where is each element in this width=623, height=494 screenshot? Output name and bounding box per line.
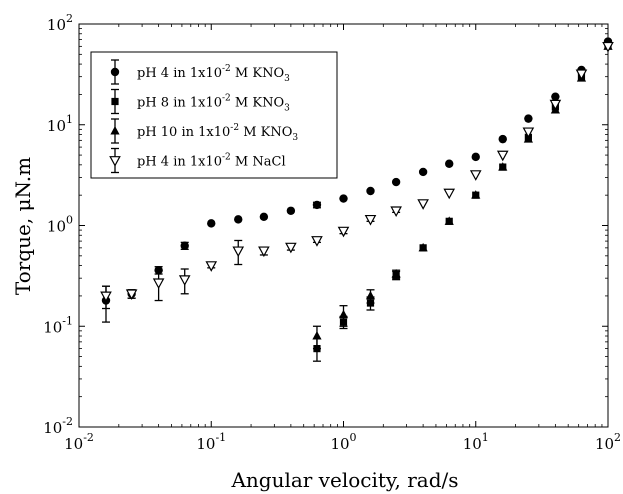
data-point	[313, 201, 321, 209]
data-point	[472, 153, 480, 161]
data-point	[366, 187, 374, 195]
data-point	[524, 114, 532, 122]
legend-marker	[111, 68, 119, 76]
data-point	[419, 168, 427, 176]
data-point	[207, 219, 215, 227]
data-point	[339, 194, 347, 202]
data-point	[181, 242, 189, 250]
x-axis-title: Angular velocity, rad/s	[230, 468, 458, 492]
data-point	[551, 92, 559, 100]
data-point	[499, 135, 507, 143]
data-point	[445, 160, 453, 168]
data-point	[234, 215, 242, 223]
data-point	[392, 178, 400, 186]
data-point	[287, 207, 295, 215]
data-point	[260, 213, 268, 221]
legend-label: pH 4 in 1x10-2 M NaCl	[137, 153, 286, 170]
legend-marker	[111, 98, 118, 105]
y-axis-title: Torque, μN.m	[11, 157, 35, 295]
